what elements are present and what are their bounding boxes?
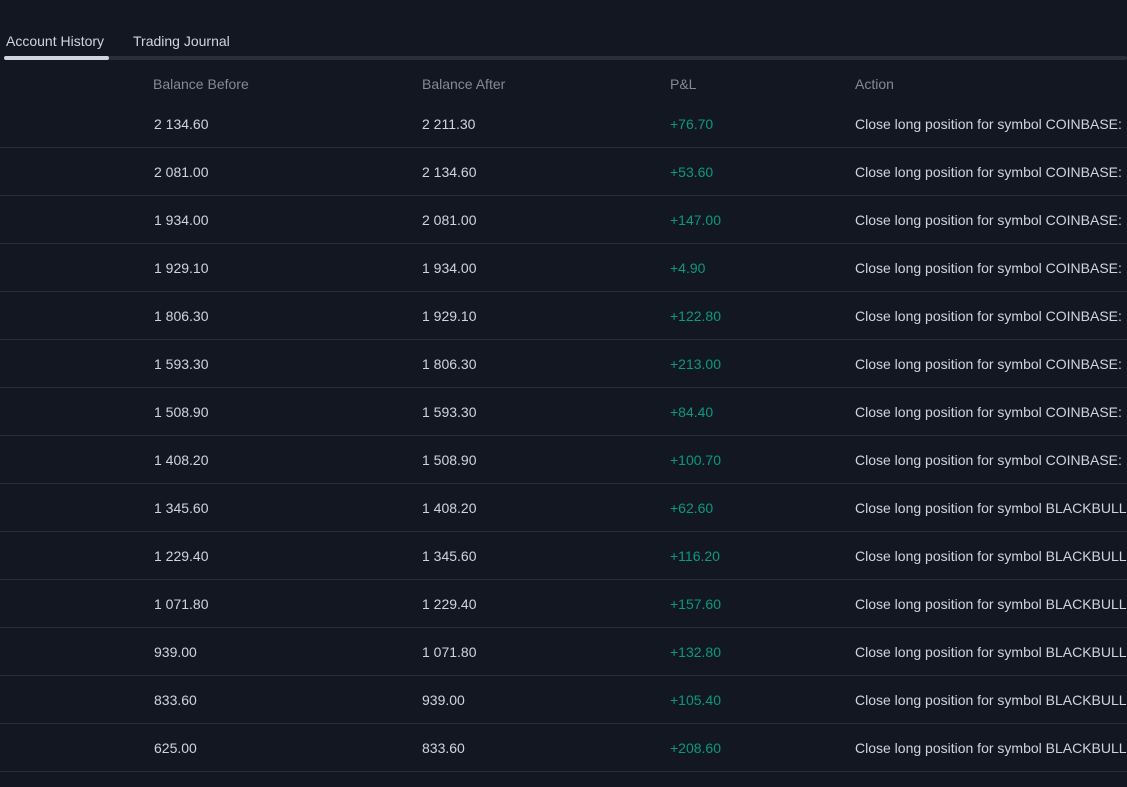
table-row[interactable]: 2 134.60 2 211.30 +76.70 Close long positio… — [0, 100, 1127, 148]
table-row[interactable]: 625.00 833.60 +208.60 Close long position f… — [0, 724, 1127, 772]
column-header-balance-after[interactable]: Balance After — [422, 76, 506, 92]
pnl-cell: +62.60 — [670, 500, 714, 516]
column-header-action[interactable]: Action — [855, 76, 894, 92]
balance-before-cell: 1 229.40 — [154, 548, 209, 564]
table-row[interactable]: 939.00 1 071.80 +132.80 Close long position… — [0, 628, 1127, 676]
table-row[interactable]: 1 508.90 1 593.30 +84.40 Close long positio… — [0, 388, 1127, 436]
balance-after-cell: 1 408.20 — [422, 500, 477, 516]
action-cell: Close long position for symbol COINBASE: — [855, 212, 1122, 228]
account-history-table: Balance Before Balance After P&L Action … — [0, 60, 1127, 772]
balance-before-cell: 1 806.30 — [154, 308, 209, 324]
balance-before-cell: 2 134.60 — [154, 116, 209, 132]
pnl-cell: +122.80 — [670, 308, 721, 324]
action-cell: Close long position for symbol BLACKBULL — [855, 548, 1127, 564]
action-cell: Close long position for symbol BLACKBULL — [855, 500, 1127, 516]
pnl-cell: +105.40 — [670, 692, 721, 708]
balance-before-cell: 1 934.00 — [154, 212, 209, 228]
balance-after-cell: 1 934.00 — [422, 260, 477, 276]
pnl-cell: +147.00 — [670, 212, 721, 228]
balance-after-cell: 1 929.10 — [422, 308, 477, 324]
balance-before-cell: 1 508.90 — [154, 404, 209, 420]
action-cell: Close long position for symbol COINBASE: — [855, 404, 1122, 420]
balance-after-cell: 2 134.60 — [422, 164, 477, 180]
action-cell: Close long position for symbol BLACKBULL — [855, 740, 1127, 756]
action-cell: Close long position for symbol COINBASE: — [855, 260, 1122, 276]
tab-account-history[interactable]: Account History — [6, 33, 105, 49]
balance-after-cell: 1 071.80 — [422, 644, 477, 660]
table-row[interactable]: 1 229.40 1 345.60 +116.20 Close long positi… — [0, 532, 1127, 580]
column-header-pnl[interactable]: P&L — [670, 76, 697, 92]
balance-after-cell: 833.60 — [422, 740, 465, 756]
table-header: Balance Before Balance After P&L Action — [0, 60, 1127, 100]
table-body: 2 134.60 2 211.30 +76.70 Close long positio… — [0, 100, 1127, 772]
action-cell: Close long position for symbol BLACKBULL — [855, 596, 1127, 612]
balance-before-cell: 1 345.60 — [154, 500, 209, 516]
pnl-cell: +4.90 — [670, 260, 706, 276]
pnl-cell: +213.00 — [670, 356, 721, 372]
pnl-cell: +157.60 — [670, 596, 721, 612]
tab-bar: Account History Trading Journal — [0, 0, 1127, 60]
tab-trading-journal[interactable]: Trading Journal — [133, 33, 230, 49]
balance-before-cell: 939.00 — [154, 644, 197, 660]
pnl-cell: +76.70 — [670, 116, 714, 132]
action-cell: Close long position for symbol COINBASE: — [855, 164, 1122, 180]
action-cell: Close long position for symbol COINBASE: — [855, 452, 1122, 468]
balance-after-cell: 2 081.00 — [422, 212, 477, 228]
balance-after-cell: 1 806.30 — [422, 356, 477, 372]
action-cell: Close long position for symbol COINBASE: — [855, 308, 1122, 324]
table-row[interactable]: 1 593.30 1 806.30 +213.00 Close long positi… — [0, 340, 1127, 388]
table-row[interactable]: 833.60 939.00 +105.40 Close long position f… — [0, 676, 1127, 724]
balance-after-cell: 2 211.30 — [422, 116, 476, 132]
balance-before-cell: 625.00 — [154, 740, 197, 756]
balance-after-cell: 1 229.40 — [422, 596, 477, 612]
balance-after-cell: 1 508.90 — [422, 452, 477, 468]
balance-after-cell: 1 345.60 — [422, 548, 477, 564]
balance-after-cell: 1 593.30 — [422, 404, 477, 420]
balance-before-cell: 1 929.10 — [154, 260, 209, 276]
pnl-cell: +132.80 — [670, 644, 721, 660]
table-row[interactable]: 1 929.10 1 934.00 +4.90 Close long position… — [0, 244, 1127, 292]
action-cell: Close long position for symbol BLACKBULL — [855, 644, 1127, 660]
pnl-cell: +116.20 — [670, 548, 720, 564]
balance-after-cell: 939.00 — [422, 692, 465, 708]
pnl-cell: +100.70 — [670, 452, 721, 468]
balance-before-cell: 1 593.30 — [154, 356, 209, 372]
column-header-balance-before[interactable]: Balance Before — [153, 76, 249, 92]
pnl-cell: +84.40 — [670, 404, 714, 420]
action-cell: Close long position for symbol COINBASE: — [855, 116, 1122, 132]
table-row[interactable]: 1 408.20 1 508.90 +100.70 Close long positi… — [0, 436, 1127, 484]
table-row[interactable]: 1 934.00 2 081.00 +147.00 Close long positi… — [0, 196, 1127, 244]
balance-before-cell: 1 071.80 — [154, 596, 209, 612]
table-row[interactable]: 2 081.00 2 134.60 +53.60 Close long positio… — [0, 148, 1127, 196]
balance-before-cell: 1 408.20 — [154, 452, 209, 468]
table-row[interactable]: 1 806.30 1 929.10 +122.80 Close long positi… — [0, 292, 1127, 340]
action-cell: Close long position for symbol COINBASE: — [855, 356, 1122, 372]
table-row[interactable]: 1 345.60 1 408.20 +62.60 Close long positio… — [0, 484, 1127, 532]
pnl-cell: +208.60 — [670, 740, 721, 756]
balance-before-cell: 2 081.00 — [154, 164, 209, 180]
table-row[interactable]: 1 071.80 1 229.40 +157.60 Close long positi… — [0, 580, 1127, 628]
balance-before-cell: 833.60 — [154, 692, 197, 708]
pnl-cell: +53.60 — [670, 164, 714, 180]
action-cell: Close long position for symbol BLACKBULL — [855, 692, 1127, 708]
active-tab-indicator — [4, 56, 109, 60]
tab-track — [4, 56, 1127, 60]
